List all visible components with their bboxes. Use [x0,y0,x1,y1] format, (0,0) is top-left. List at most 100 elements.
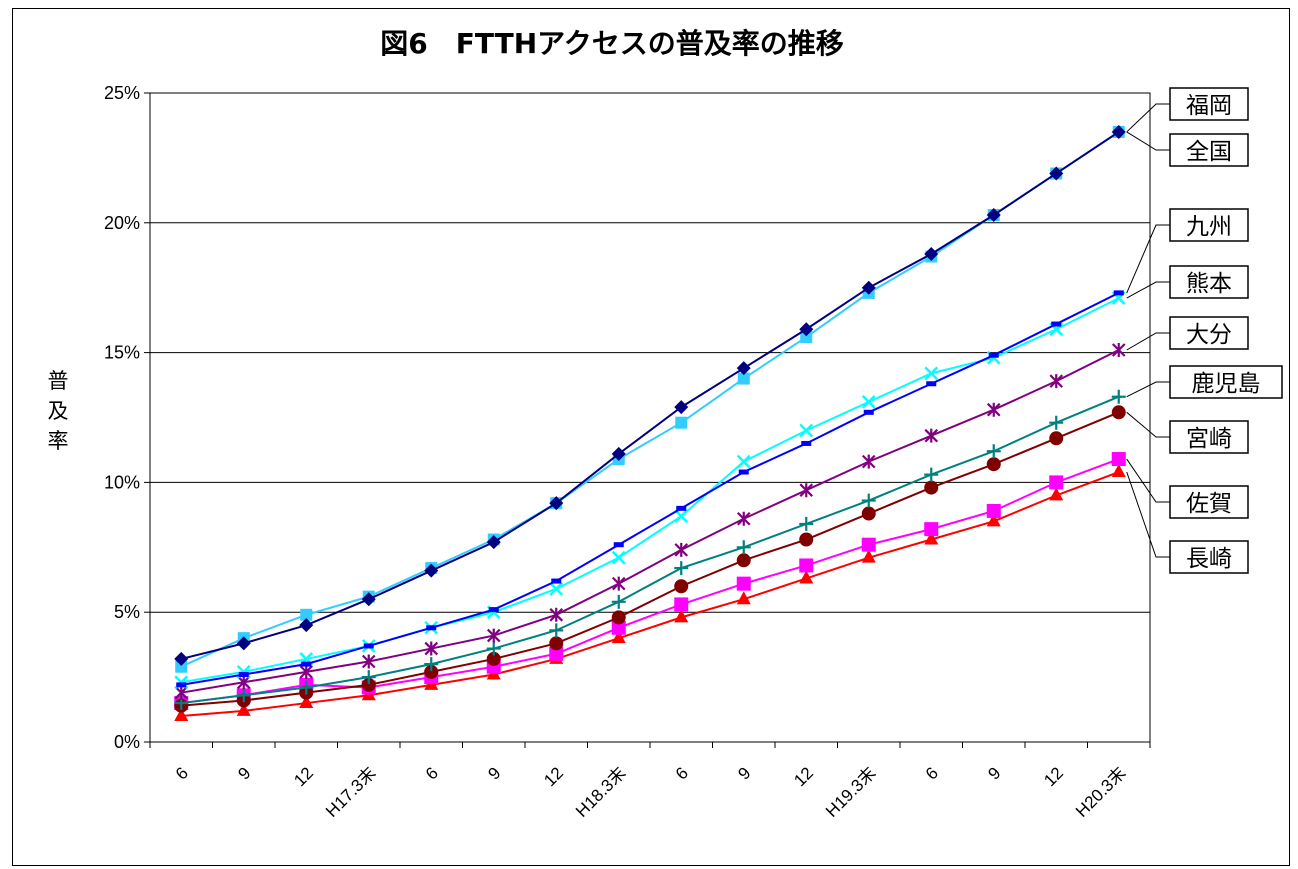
legend-label: 九州 [1186,214,1232,240]
legend-leader-line [1126,224,1170,294]
data-point [736,576,751,591]
x-tick-label: 9 [234,763,254,783]
data-point [1049,374,1064,389]
data-point [1111,124,1126,139]
series [176,290,1124,688]
series-line [180,131,1120,668]
data-point [611,446,626,461]
data-point [924,531,939,545]
data-point [611,630,626,644]
x-tick-label: 9 [734,763,754,783]
legend-label: 長崎 [1186,546,1232,572]
x-tick-label: 12 [540,763,567,790]
data-point [486,651,501,666]
data-point [924,246,939,261]
data-point [736,591,751,605]
legend-leader-line [1126,411,1170,438]
data-point [736,361,751,376]
data-point [361,654,376,669]
data-point [675,416,688,429]
data-point [736,553,751,568]
data-point [299,664,314,679]
data-point [549,646,564,661]
legend-leader-line [1126,103,1170,133]
x-tick-label: H17.3末 [322,763,380,821]
legend-item: 熊本 [1126,265,1249,299]
data-point [174,685,189,700]
x-tick-label: 9 [984,763,1004,783]
data-point [488,607,499,613]
x-tick-label: 6 [422,763,442,783]
data-point [549,496,564,511]
data-point [486,535,501,550]
series [174,291,1126,690]
data-point [424,664,439,679]
data-point [361,670,376,685]
y-axis-label-char: 及 [48,399,69,423]
series-lines [174,124,1126,722]
legend-item: 大分 [1126,316,1249,351]
data-point [736,540,751,555]
data-point [549,623,564,638]
data-point [549,581,564,596]
data-point [801,440,812,446]
data-point [361,592,376,607]
data-point [674,597,689,612]
series-line [181,349,1120,694]
legend-leader-line [1126,381,1170,398]
data-point [986,457,1001,472]
legend-box [1169,365,1283,399]
data-point [1111,464,1126,478]
data-point [799,483,814,498]
data-point [674,509,689,524]
data-point [861,506,876,521]
data-point [299,618,314,633]
x-tick-label: 12 [790,763,817,790]
legend-item: 全国 [1126,131,1249,167]
series [174,452,1126,711]
y-axis-label: 普及率 [48,369,69,453]
data-point [799,423,814,438]
data-point [674,542,689,557]
data-point [174,708,189,722]
data-point [736,454,751,469]
series [174,405,1126,713]
data-point [926,381,937,387]
legend-label: 大分 [1186,322,1232,348]
legend-label: 全国 [1186,139,1232,165]
y-tick-label: 10% [104,472,140,492]
data-point [1049,166,1064,181]
x-tick-label: 6 [172,763,192,783]
data-point [174,651,189,666]
data-point [176,682,187,688]
x-axis-ticks: 6 9 12 H17.3末 6 9 12 H18.3末 6 9 12 H19.3末 6 9 12 H20.3末 [149,742,1151,821]
data-point [236,636,251,651]
data-point [1111,343,1126,358]
data-point [1111,405,1126,420]
y-tick-label: 25% [104,83,140,103]
data-point [861,280,876,295]
series-line [181,458,1120,705]
data-point [799,532,814,547]
legend-item: 福岡 [1126,87,1249,133]
data-point [611,594,626,609]
data-point [861,395,876,409]
legend-box [1169,420,1249,454]
data-point [236,675,251,690]
y-tick-label: 15% [104,343,140,363]
legend-item: 佐賀 [1126,458,1249,519]
data-point [799,322,814,337]
x-tick-label: 12 [290,763,317,790]
data-point [613,542,624,548]
y-tick-label: 0% [114,732,140,752]
data-point [611,550,626,565]
data-point [674,400,689,415]
legend-leader-line [1126,131,1170,151]
data-point [549,636,564,651]
data-point [986,513,1001,527]
legend-label: 鹿児島 [1192,371,1261,397]
data-point [1049,475,1064,490]
data-point [1049,415,1064,430]
y-axis-label-char: 率 [48,429,69,453]
data-point [301,661,312,667]
